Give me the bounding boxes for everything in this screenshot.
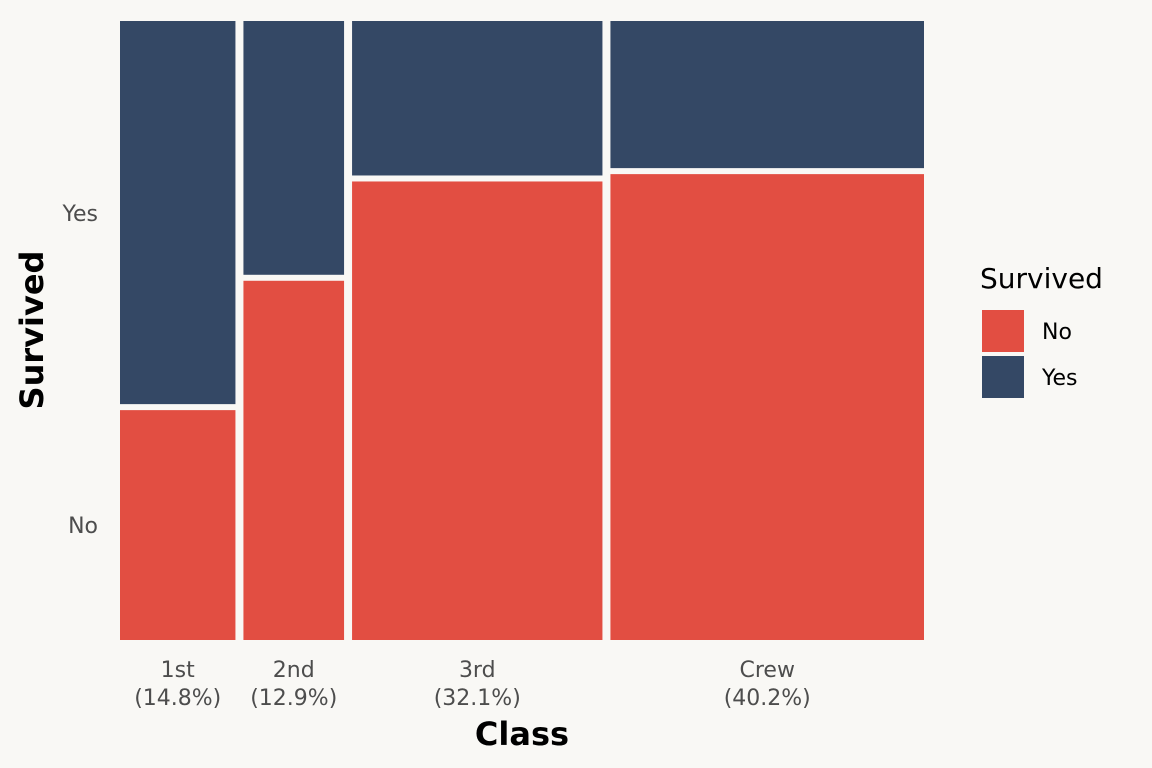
y-axis-ticks: No Yes <box>61 202 98 539</box>
legend: Survived No Yes <box>980 262 1103 398</box>
tile-crew-no <box>610 174 924 640</box>
legend-swatch-yes <box>982 356 1024 398</box>
legend-title: Survived <box>980 262 1103 295</box>
tile-crew-yes <box>610 21 924 169</box>
y-tick-label: Yes <box>61 202 98 227</box>
x-tick-share-label: (14.8%) <box>134 686 221 711</box>
tile-2nd-no <box>243 280 345 640</box>
tile-1st-no <box>120 410 236 640</box>
legend-label-no: No <box>1042 320 1072 345</box>
x-tick-share-label: (12.9%) <box>250 686 337 711</box>
x-tick-label: 2nd <box>273 658 315 683</box>
x-tick-share-label: (40.2%) <box>724 686 811 711</box>
mosaic-tiles <box>120 21 924 640</box>
x-tick-label: 3rd <box>459 658 496 683</box>
x-tick-label: 1st <box>161 658 195 683</box>
tile-2nd-yes <box>243 21 345 275</box>
tile-3rd-yes <box>352 21 603 176</box>
legend-swatch-no <box>982 310 1024 352</box>
legend-label-yes: Yes <box>1041 366 1078 391</box>
x-tick-label: Crew <box>739 658 794 683</box>
tile-3rd-no <box>352 181 603 640</box>
y-axis-title: Survived <box>13 251 51 410</box>
x-tick-share-label: (32.1%) <box>434 686 521 711</box>
x-axis-title: Class <box>475 715 569 753</box>
tile-1st-yes <box>120 21 236 405</box>
x-axis-ticks: 1st (14.8%) 2nd (12.9%) 3rd (32.1%) Crew (40.2%… <box>134 658 811 711</box>
y-tick-label: No <box>68 514 98 539</box>
